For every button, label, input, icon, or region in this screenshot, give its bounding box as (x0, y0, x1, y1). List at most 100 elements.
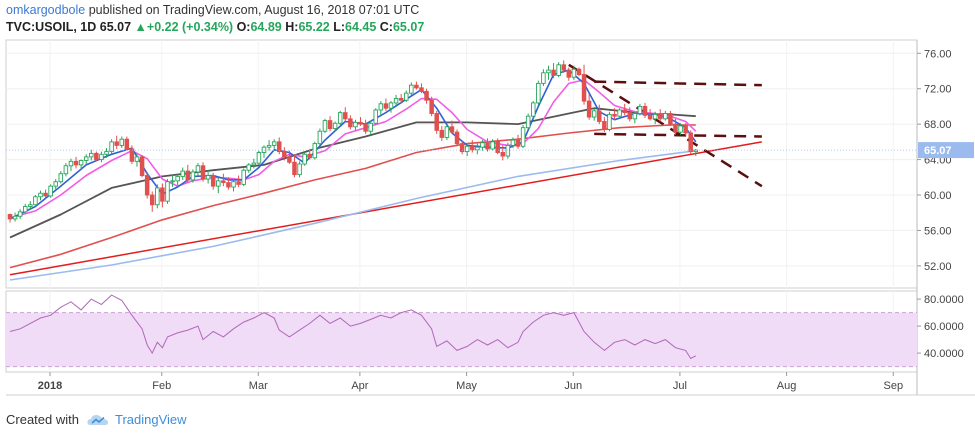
candle-body (388, 102, 394, 109)
candle-body (104, 151, 109, 155)
candle-body (536, 82, 541, 104)
candle-body (581, 74, 587, 102)
candle-body (409, 84, 414, 94)
candle-body (312, 143, 318, 159)
candle-body (459, 143, 465, 153)
candle-body (170, 180, 175, 183)
candle-body (556, 64, 561, 76)
candle-body (485, 142, 490, 150)
candle-body (576, 68, 582, 75)
candle-body (246, 164, 252, 171)
candle-body (155, 187, 160, 206)
candle-body (200, 165, 206, 180)
last-price-badge (918, 142, 974, 159)
candle-body (393, 98, 399, 104)
candle-body (114, 141, 119, 146)
dashed-trendline (594, 132, 762, 138)
published-text: published on TradingView.com, August 16,… (88, 3, 420, 17)
dashed-trendline (594, 80, 762, 87)
candle-body (160, 187, 165, 202)
price-tick-label: 60.00 (924, 190, 952, 202)
time-tick-label: Aug (777, 380, 797, 392)
candle-body (414, 84, 419, 89)
candle-body (480, 142, 485, 148)
price-tick-label: 52.00 (924, 261, 952, 273)
time-tick-label: May (456, 380, 477, 392)
candle-body (287, 156, 292, 163)
candle-body (505, 144, 511, 157)
tradingview-cloud-icon (87, 414, 109, 425)
author-link[interactable]: omkargodbole (6, 3, 86, 17)
candle-body (180, 170, 185, 177)
candle-body (317, 130, 323, 145)
candle-body (510, 139, 516, 146)
ohlc-legend: TVC:USOIL, 1D 65.07 ▲+0.22 (+0.34%) O:64… (6, 20, 424, 34)
candle-body (175, 175, 180, 182)
candle-body (119, 138, 125, 146)
candle-body (210, 175, 216, 187)
rsi-tick-label: 60.0000 (924, 321, 964, 333)
candle-body (89, 152, 94, 158)
candle-body (297, 163, 302, 176)
support-trendline (9, 141, 762, 276)
candle-body (678, 125, 683, 133)
candle-body (282, 151, 287, 158)
sma-200-line (9, 149, 696, 281)
candle-body (627, 112, 633, 120)
candle-body (642, 105, 648, 116)
candle-body (561, 64, 566, 71)
candle-body (327, 120, 333, 130)
candle-body (38, 192, 43, 198)
candle-body (149, 194, 155, 206)
candle-body (403, 92, 409, 101)
tradingview-brand-link[interactable]: TradingView (114, 412, 187, 427)
candle-body (530, 102, 536, 117)
candle-body (185, 170, 191, 181)
candle-body (251, 162, 257, 166)
candle-body (226, 182, 231, 188)
candle-body (124, 138, 130, 150)
candle-body (586, 100, 592, 118)
candle-body (343, 112, 348, 120)
candle-body (221, 180, 226, 184)
candle-body (144, 175, 150, 196)
candle-body (449, 126, 455, 133)
candle-body (292, 161, 297, 176)
candle-body (439, 129, 445, 138)
last-price-badge-label: 65.07 (924, 145, 952, 157)
candle-body (368, 122, 373, 132)
price-tick-label: 76.00 (924, 48, 952, 60)
candle-body (424, 90, 429, 101)
candle-body (205, 175, 211, 180)
candle-body (612, 113, 617, 117)
price-tick-label: 68.00 (924, 119, 952, 131)
candle-body (17, 211, 23, 217)
candle-body (622, 109, 627, 114)
close-value: 65.07 (392, 20, 425, 34)
candle-body (33, 196, 38, 206)
price-tick-label: 72.00 (924, 84, 952, 96)
symbol-label: TVC:USOIL, 1D (6, 20, 97, 34)
candle-body (165, 181, 170, 202)
candle-body (99, 153, 104, 161)
candle-body (490, 141, 495, 150)
candle-body (358, 121, 363, 125)
candle-body (236, 181, 241, 185)
candle-body (652, 113, 658, 120)
candle-body (139, 156, 145, 176)
candle-body (129, 148, 135, 162)
candle-body (398, 98, 404, 101)
candle-body (647, 114, 653, 120)
candle-body (515, 139, 521, 147)
time-tick-label: Mar (249, 380, 268, 392)
candle-body (444, 126, 450, 138)
candle-body (541, 72, 546, 84)
candle-body (73, 160, 79, 166)
candle-body (464, 145, 470, 153)
rsi-line (9, 294, 697, 360)
candle-body (53, 181, 58, 187)
price-tick-label: 56.00 (924, 225, 952, 237)
candle-body (566, 69, 572, 78)
candle-body (637, 105, 643, 114)
